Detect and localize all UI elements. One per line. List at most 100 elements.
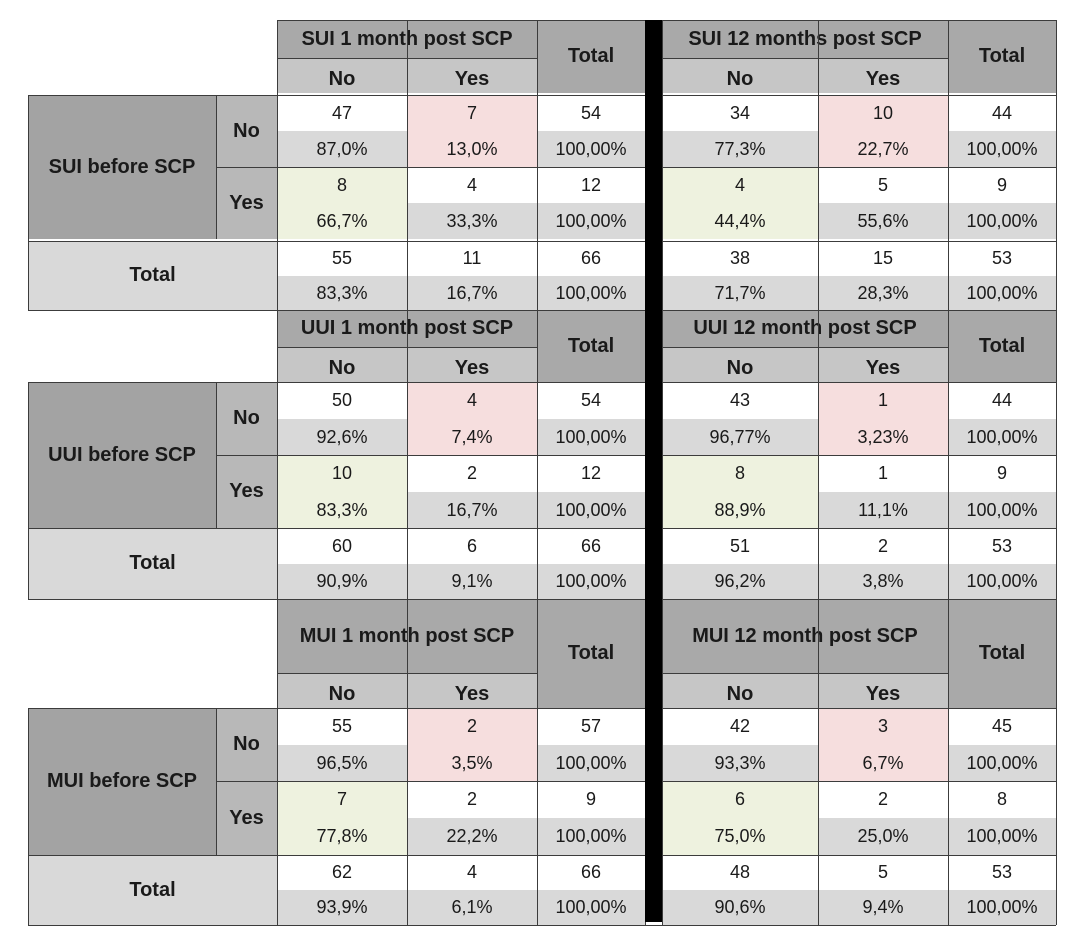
grid-line xyxy=(277,20,1056,21)
grid-line xyxy=(662,673,948,674)
count-total: 12 xyxy=(537,455,645,492)
percent-total: 100,00% xyxy=(537,131,645,167)
percent-no: 75,0% xyxy=(662,818,818,855)
grid-line xyxy=(277,347,537,348)
grid-line xyxy=(818,20,819,310)
grid-line xyxy=(1056,20,1057,310)
percent-no: 96,2% xyxy=(662,564,818,599)
count-total: 53 xyxy=(948,528,1056,564)
count-total: 57 xyxy=(537,708,645,745)
percent-total: 100,00% xyxy=(948,203,1056,239)
percent-yes: 9,4% xyxy=(818,890,948,925)
count-no: 62 xyxy=(277,855,407,890)
count-yes: 4 xyxy=(407,855,537,890)
subheader-yes: Yes xyxy=(818,58,948,93)
row-header-before-scp: SUI before SCP xyxy=(28,95,216,239)
percent-total: 100,00% xyxy=(948,890,1056,925)
grid-line xyxy=(216,455,1056,456)
count-total: 53 xyxy=(948,241,1056,276)
percent-no: 87,0% xyxy=(277,131,407,167)
percent-yes: 3,8% xyxy=(818,564,948,599)
subheader-no: No xyxy=(662,58,818,93)
grid-line xyxy=(407,599,408,925)
percent-yes: 33,3% xyxy=(407,203,537,239)
grid-line xyxy=(537,20,538,310)
grid-line xyxy=(28,382,1056,383)
row-header-yes: Yes xyxy=(216,781,277,855)
count-total: 44 xyxy=(948,95,1056,131)
row-header-total: Total xyxy=(28,241,277,310)
column-header-total: Total xyxy=(537,20,645,93)
grid-line xyxy=(662,599,663,925)
percent-yes: 55,6% xyxy=(818,203,948,239)
count-total: 44 xyxy=(948,382,1056,419)
grid-line xyxy=(662,347,948,348)
count-yes: 2 xyxy=(407,781,537,818)
column-header-total: Total xyxy=(948,599,1056,708)
section-divider xyxy=(645,20,662,922)
subheader-no: No xyxy=(277,58,407,93)
percent-total: 100,00% xyxy=(537,492,645,528)
count-total: 45 xyxy=(948,708,1056,745)
percent-no: 90,9% xyxy=(277,564,407,599)
count-yes: 5 xyxy=(818,855,948,890)
percent-yes: 3,5% xyxy=(407,745,537,781)
column-header-twelve-month: SUI 12 months post SCP xyxy=(662,20,948,58)
count-no: 6 xyxy=(662,781,818,818)
count-total: 12 xyxy=(537,167,645,203)
percent-total: 100,00% xyxy=(948,276,1056,310)
percent-total: 100,00% xyxy=(948,492,1056,528)
grid-line xyxy=(216,167,1056,168)
percent-yes: 16,7% xyxy=(407,492,537,528)
percent-yes: 11,1% xyxy=(818,492,948,528)
count-no: 10 xyxy=(277,455,407,492)
percent-yes: 6,1% xyxy=(407,890,537,925)
grid-line xyxy=(662,58,948,59)
percent-no: 92,6% xyxy=(277,419,407,455)
grid-line xyxy=(28,241,1056,242)
percent-yes: 22,7% xyxy=(818,131,948,167)
grid-line xyxy=(818,599,819,925)
count-no: 34 xyxy=(662,95,818,131)
percent-no: 44,4% xyxy=(662,203,818,239)
row-header-before-scp: MUI before SCP xyxy=(28,708,216,855)
count-no: 8 xyxy=(662,455,818,492)
percent-total: 100,00% xyxy=(537,564,645,599)
count-yes: 10 xyxy=(818,95,948,131)
row-header-no: No xyxy=(216,95,277,167)
percent-total: 100,00% xyxy=(537,276,645,310)
grid-line xyxy=(28,925,1056,926)
count-total: 53 xyxy=(948,855,1056,890)
grid-line xyxy=(1056,599,1057,925)
grid-line xyxy=(537,599,538,925)
column-header-total: Total xyxy=(948,310,1056,382)
subheader-no: No xyxy=(277,347,407,382)
count-yes: 2 xyxy=(407,708,537,745)
percent-no: 71,7% xyxy=(662,276,818,310)
count-no: 43 xyxy=(662,382,818,419)
percent-yes: 3,23% xyxy=(818,419,948,455)
grid-line xyxy=(28,95,29,310)
column-header-twelve-month: MUI 12 month post SCP xyxy=(662,599,948,673)
count-no: 38 xyxy=(662,241,818,276)
percent-no: 83,3% xyxy=(277,276,407,310)
count-yes: 4 xyxy=(407,382,537,419)
grid-line xyxy=(1056,310,1057,599)
row-header-no: No xyxy=(216,708,277,781)
subheader-no: No xyxy=(662,347,818,382)
row-header-no: No xyxy=(216,382,277,455)
count-no: 55 xyxy=(277,241,407,276)
grid-line xyxy=(818,310,819,599)
count-no: 8 xyxy=(277,167,407,203)
grid-line xyxy=(277,673,537,674)
column-header-total: Total xyxy=(537,599,645,708)
percent-yes: 13,0% xyxy=(407,131,537,167)
percent-no: 66,7% xyxy=(277,203,407,239)
subheader-no: No xyxy=(277,673,407,708)
count-yes: 15 xyxy=(818,241,948,276)
subheader-yes: Yes xyxy=(407,58,537,93)
percent-no: 77,3% xyxy=(662,131,818,167)
percent-total: 100,00% xyxy=(948,131,1056,167)
count-yes: 5 xyxy=(818,167,948,203)
